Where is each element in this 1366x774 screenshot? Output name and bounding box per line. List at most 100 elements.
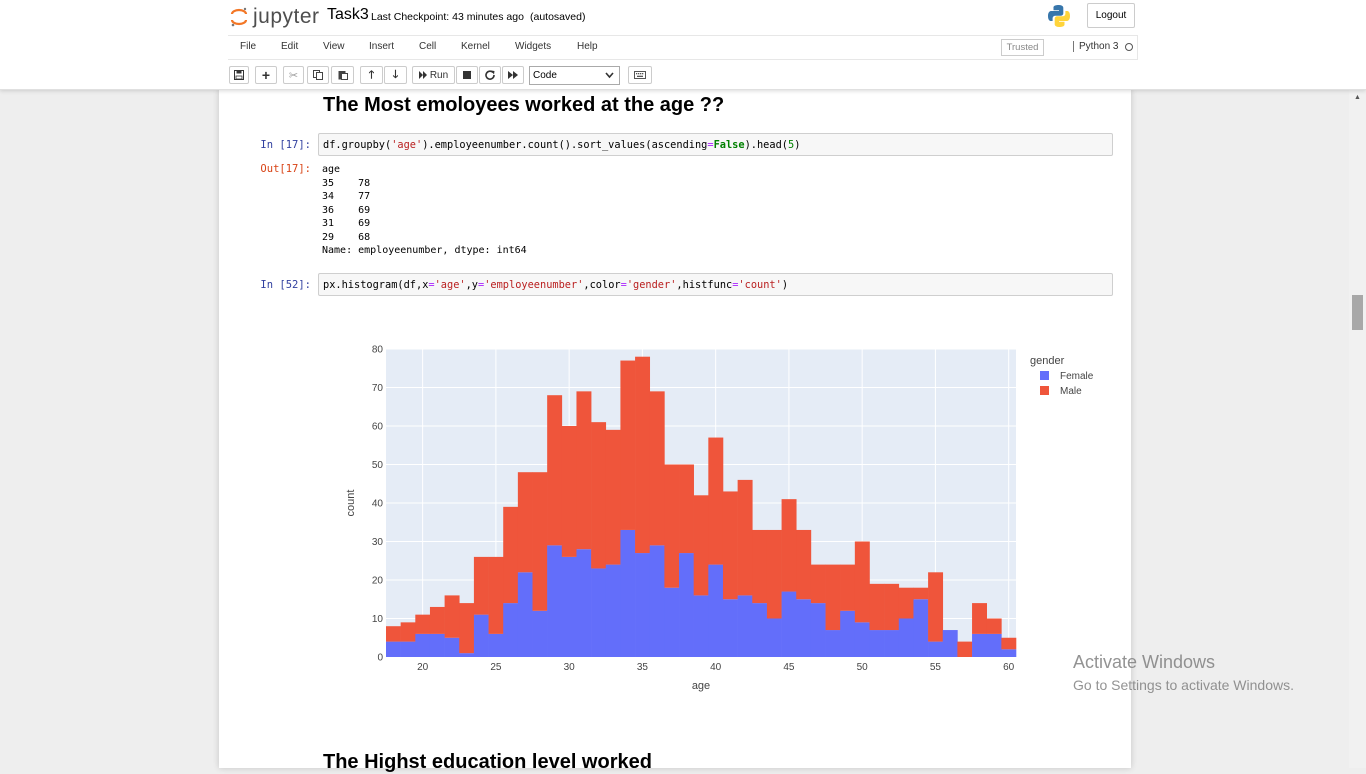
insert-cell-button[interactable]: + xyxy=(255,66,277,84)
menu-widgets[interactable]: Widgets xyxy=(515,41,552,52)
y-tick-label: 70 xyxy=(372,383,384,394)
menu-view[interactable]: View xyxy=(323,41,345,52)
kernel-status-icon xyxy=(1125,43,1133,51)
restart-run-all-button[interactable] xyxy=(502,66,524,84)
code-token: ).head( xyxy=(744,139,788,151)
code-token: False xyxy=(713,139,745,151)
paste-icon xyxy=(338,71,348,80)
x-tick-label: 20 xyxy=(417,662,429,673)
copy-button[interactable] xyxy=(307,66,329,84)
input-prompt: In [17]: xyxy=(260,139,311,151)
bar-female-age-29 xyxy=(547,545,563,657)
notebook-name[interactable]: Task3 xyxy=(327,6,369,23)
bar-male-age-38 xyxy=(679,464,694,554)
y-axis-ticks: 0 10 20 30 40 50 60 70 80 xyxy=(372,345,384,664)
checkpoint-status: Last Checkpoint: 43 minutes ago xyxy=(371,11,524,23)
cell-type-select[interactable]: Code xyxy=(529,66,620,85)
bar-female-age-34 xyxy=(620,529,636,657)
copy-icon xyxy=(313,70,323,80)
bar-male-age-46 xyxy=(796,529,812,600)
menu-cell[interactable]: Cell xyxy=(419,41,437,52)
x-axis-label: age xyxy=(692,680,710,692)
fast-forward-icon xyxy=(508,71,518,79)
bar-male-age-26 xyxy=(503,506,519,604)
bar-female-age-26 xyxy=(503,603,519,657)
bar-female-age-39 xyxy=(693,595,709,657)
bar-male-age-52 xyxy=(884,583,900,631)
bar-male-age-32 xyxy=(591,422,607,569)
x-tick-label: 50 xyxy=(857,662,869,673)
code-token: = xyxy=(478,279,485,291)
bar-female-age-24 xyxy=(473,614,489,657)
cut-button[interactable]: ✂ xyxy=(283,66,304,84)
bar-male-age-53 xyxy=(898,587,914,619)
bar-female-age-41 xyxy=(722,599,738,657)
jupyter-logo[interactable]: jupyter xyxy=(230,4,320,30)
restart-button[interactable] xyxy=(479,66,501,84)
bars[interactable] xyxy=(386,356,1017,657)
run-label: Run xyxy=(429,69,449,81)
bar-female-age-19 xyxy=(400,641,416,657)
bar-male-age-45 xyxy=(781,499,797,592)
scrollbar-thumb[interactable] xyxy=(1352,295,1363,330)
bar-female-age-36 xyxy=(649,545,665,657)
code-token: df.groupby( xyxy=(323,139,392,151)
code-input[interactable]: px.histogram(df,x='age',y='employeenumbe… xyxy=(318,273,1113,296)
keyboard-icon xyxy=(634,71,646,79)
bar-female-age-47 xyxy=(810,603,826,657)
bar-female-age-56 xyxy=(942,630,958,657)
code-input[interactable]: df.groupby('age').employeenumber.count()… xyxy=(318,133,1113,156)
paste-button[interactable] xyxy=(331,66,354,84)
autosave-status: (autosaved) xyxy=(530,11,586,23)
code-token: ) xyxy=(794,139,801,151)
trusted-indicator[interactable]: Trusted xyxy=(1001,39,1044,56)
bar-female-age-46 xyxy=(796,599,812,657)
bar-female-age-35 xyxy=(635,553,651,657)
y-tick-label: 30 xyxy=(372,537,384,548)
move-up-button[interactable]: 🡑 xyxy=(360,66,383,84)
bar-female-age-59 xyxy=(986,633,1002,657)
watermark-subtitle: Go to Settings to activate Windows. xyxy=(1073,677,1294,693)
output-prompt: Out[17]: xyxy=(260,163,311,175)
run-button[interactable]: Run xyxy=(412,66,455,84)
code-token: ) xyxy=(781,279,789,291)
plus-icon: + xyxy=(261,67,271,83)
bar-female-age-58 xyxy=(972,633,987,657)
bar-female-age-31 xyxy=(576,549,592,657)
code-token: ,histfunc xyxy=(676,279,733,291)
bar-female-age-53 xyxy=(898,618,914,657)
command-palette-button[interactable] xyxy=(628,66,652,84)
interrupt-button[interactable] xyxy=(456,66,478,84)
bar-male-age-41 xyxy=(722,491,738,600)
jupyter-logo-icon xyxy=(230,7,248,27)
bar-female-age-32 xyxy=(591,568,607,657)
logout-button[interactable]: Logout xyxy=(1087,3,1135,28)
kernel-name[interactable]: Python 3 xyxy=(1073,41,1118,52)
page-scrollbar[interactable] xyxy=(1349,89,1366,768)
x-axis-ticks: 20 25 30 35 40 45 50 55 60 xyxy=(417,662,1015,673)
legend-swatch-female xyxy=(1040,371,1049,380)
menu-edit[interactable]: Edit xyxy=(281,41,299,52)
bar-male-age-44 xyxy=(766,529,782,619)
python-logo-icon xyxy=(1048,5,1070,27)
bar-male-age-18 xyxy=(386,626,401,642)
menu-kernel[interactable]: Kernel xyxy=(461,41,490,52)
legend[interactable]: gender Female Male xyxy=(1030,355,1094,397)
menu-insert[interactable]: Insert xyxy=(369,41,395,52)
scroll-up-arrow-icon[interactable]: ▲ xyxy=(1354,94,1361,101)
menu-file[interactable]: File xyxy=(240,41,257,52)
legend-title: gender xyxy=(1030,355,1065,367)
bar-male-age-57 xyxy=(957,641,973,657)
code-token: = xyxy=(732,279,739,291)
x-tick-label: 25 xyxy=(490,662,502,673)
histogram-chart[interactable]: 0 10 20 30 40 50 60 70 80 20 25 30 35 40 45 50 55 60 age… xyxy=(219,334,1131,714)
move-down-button[interactable]: 🡓 xyxy=(384,66,407,84)
bar-male-age-42 xyxy=(737,479,753,596)
bar-male-age-55 xyxy=(928,572,944,642)
arrow-down-icon: 🡓 xyxy=(392,68,399,81)
x-tick-label: 55 xyxy=(930,662,942,673)
bar-male-age-60 xyxy=(1001,637,1017,650)
bar-male-age-23 xyxy=(459,603,475,654)
menu-help[interactable]: Help xyxy=(577,41,598,52)
save-button[interactable] xyxy=(229,66,249,84)
